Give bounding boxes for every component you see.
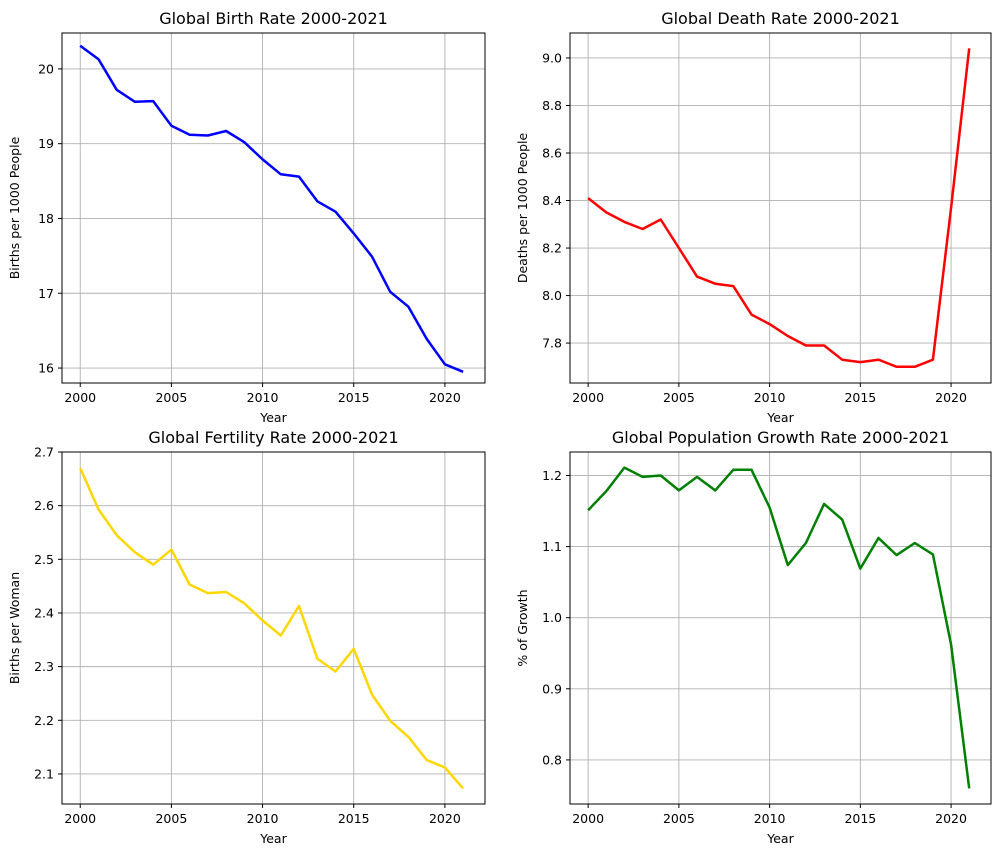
y-tick-label: 17 xyxy=(38,286,54,301)
series-line xyxy=(79,467,465,790)
x-tick-label: 2005 xyxy=(663,390,695,405)
chart-panel-1: 2000 2005 2010 2015 2020 16 17 18 19 20 Global Bir… xyxy=(7,9,486,425)
y-tick-label: 7.8 xyxy=(542,336,562,351)
y-tick-label: 8.4 xyxy=(542,193,562,208)
y-tick-label: 8.0 xyxy=(542,288,562,303)
chart-title: Global Death Rate 2000-2021 xyxy=(661,9,900,28)
x-tick-label: 2020 xyxy=(935,390,967,405)
y-tick-label: 2.7 xyxy=(34,445,54,460)
y-tick-label: 16 xyxy=(38,361,54,376)
y-tick-label: 8.2 xyxy=(542,241,562,256)
y-axis-label: Births per Woman xyxy=(7,572,22,684)
series-line xyxy=(79,44,464,373)
y-tick-label: 20 xyxy=(38,61,54,76)
x-axis-label: Year xyxy=(766,831,794,846)
y-tick-label: 19 xyxy=(38,136,54,151)
x-tick-label: 2010 xyxy=(247,811,279,826)
x-tick-label: 2015 xyxy=(338,811,370,826)
x-tick-label: 2015 xyxy=(844,811,876,826)
plot-frame xyxy=(61,32,486,384)
chart-panel-3: 2000 2005 2010 2015 2020 2.1 2.2 2.3 2.4 2.5 2.6 2.… xyxy=(7,428,486,846)
x-axis-label: Year xyxy=(259,410,287,425)
y-axis-label: % of Growth xyxy=(515,589,530,666)
series-line xyxy=(587,48,971,369)
y-tick-label: 0.8 xyxy=(542,752,562,767)
y-tick-label: 2.4 xyxy=(34,605,54,620)
y-tick-label: 2.3 xyxy=(34,659,54,674)
x-tick-label: 2000 xyxy=(572,811,604,826)
x-tick-label: 2005 xyxy=(155,811,187,826)
x-tick-label: 2010 xyxy=(754,390,786,405)
x-tick-label: 2010 xyxy=(754,811,786,826)
x-tick-label: 2020 xyxy=(429,811,461,826)
x-tick-label: 2005 xyxy=(155,390,187,405)
y-axis-label: Deaths per 1000 People xyxy=(515,133,530,284)
chart-title: Global Fertility Rate 2000-2021 xyxy=(148,428,398,447)
x-tick-label: 2010 xyxy=(247,390,279,405)
chart-title: Global Birth Rate 2000-2021 xyxy=(159,9,388,28)
y-tick-label: 8.6 xyxy=(542,145,562,160)
y-tick-label: 18 xyxy=(38,211,54,226)
x-tick-label: 2015 xyxy=(338,390,370,405)
x-tick-label: 2015 xyxy=(844,390,876,405)
y-tick-label: 2.1 xyxy=(34,766,54,781)
y-tick-label: 8.8 xyxy=(542,98,562,113)
plot-frame xyxy=(61,451,486,805)
x-axis-label: Year xyxy=(766,410,794,425)
x-tick-label: 2000 xyxy=(572,390,604,405)
y-axis-label: Births per 1000 People xyxy=(7,136,22,279)
y-tick-label: 2.5 xyxy=(34,552,54,567)
x-tick-label: 2005 xyxy=(663,811,695,826)
y-tick-label: 0.9 xyxy=(542,681,562,696)
chart-panel-2: 2000 2005 2010 2015 2020 7.8 8.0 8.2 8.4 8.6 8.8 9.… xyxy=(515,9,992,425)
plot-frame xyxy=(569,451,992,805)
x-tick-label: 2000 xyxy=(64,390,96,405)
series-line xyxy=(587,466,971,789)
chart-title: Global Population Growth Rate 2000-2021 xyxy=(612,428,949,447)
x-axis-label: Year xyxy=(259,831,287,846)
x-tick-label: 2020 xyxy=(429,390,461,405)
plot-frame xyxy=(569,32,992,384)
x-tick-label: 2000 xyxy=(64,811,96,826)
chart-panel-4: 2000 2005 2010 2015 2020 0.8 0.9 1.0 1.1 1.2 Globa… xyxy=(515,428,992,846)
y-tick-label: 2.6 xyxy=(34,498,54,513)
y-tick-label: 1.1 xyxy=(542,539,562,554)
y-tick-label: 1.0 xyxy=(542,610,562,625)
x-tick-label: 2020 xyxy=(935,811,967,826)
y-tick-label: 1.2 xyxy=(542,468,562,483)
y-tick-label: 9.0 xyxy=(542,50,562,65)
y-tick-label: 2.2 xyxy=(34,713,54,728)
